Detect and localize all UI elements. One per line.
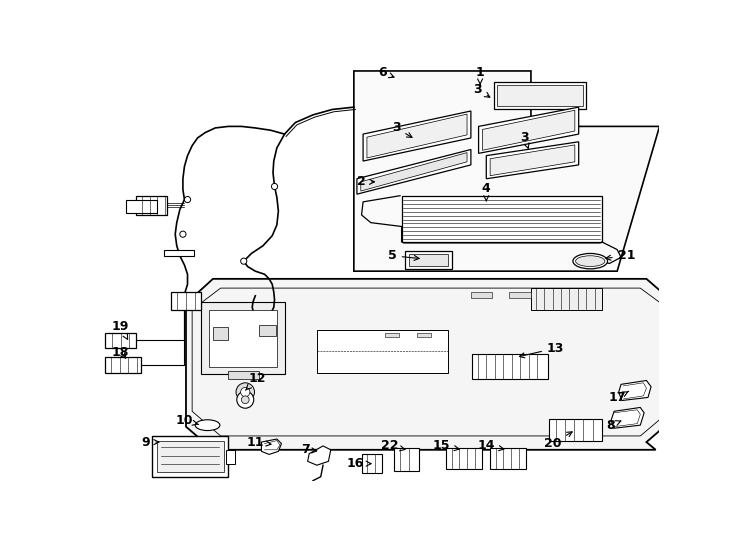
Polygon shape [317, 330, 448, 373]
Polygon shape [357, 150, 471, 194]
Ellipse shape [575, 256, 605, 267]
Polygon shape [494, 82, 586, 110]
Text: 3: 3 [392, 122, 412, 137]
Text: 4: 4 [482, 181, 490, 201]
Text: 3: 3 [473, 83, 490, 97]
Polygon shape [367, 114, 467, 158]
Text: 6: 6 [378, 66, 394, 79]
Ellipse shape [573, 253, 608, 269]
Polygon shape [446, 448, 482, 469]
Polygon shape [228, 372, 259, 379]
Polygon shape [209, 309, 277, 367]
Polygon shape [479, 107, 578, 153]
Circle shape [236, 383, 255, 401]
Text: 11: 11 [247, 436, 271, 449]
Polygon shape [164, 249, 194, 256]
Text: 12: 12 [246, 373, 266, 390]
Polygon shape [394, 448, 418, 471]
Polygon shape [354, 71, 660, 271]
Ellipse shape [195, 420, 220, 430]
Polygon shape [509, 292, 531, 298]
Polygon shape [152, 436, 228, 477]
Text: 18: 18 [112, 346, 129, 359]
Text: 15: 15 [433, 440, 459, 453]
Polygon shape [490, 145, 575, 176]
Text: 5: 5 [388, 249, 419, 262]
Polygon shape [490, 448, 526, 469]
Text: 17: 17 [608, 391, 629, 404]
Polygon shape [405, 251, 451, 269]
Text: 21: 21 [606, 249, 635, 262]
Text: 8: 8 [607, 418, 621, 431]
Polygon shape [170, 292, 201, 309]
Polygon shape [410, 254, 448, 266]
Polygon shape [226, 450, 236, 464]
Text: 3: 3 [520, 131, 529, 148]
Polygon shape [259, 325, 276, 336]
Polygon shape [473, 354, 548, 379]
Text: 19: 19 [112, 320, 129, 339]
Polygon shape [157, 441, 224, 472]
Polygon shape [308, 446, 331, 465]
Polygon shape [136, 195, 167, 215]
Polygon shape [126, 200, 157, 213]
Polygon shape [261, 439, 281, 455]
Polygon shape [213, 327, 228, 340]
Text: 16: 16 [346, 457, 371, 470]
Polygon shape [531, 288, 602, 309]
Polygon shape [362, 454, 382, 473]
Polygon shape [417, 333, 431, 338]
Polygon shape [363, 111, 471, 161]
Text: 20: 20 [544, 432, 573, 450]
Polygon shape [550, 419, 602, 441]
Circle shape [241, 396, 249, 403]
Text: 7: 7 [301, 443, 317, 456]
Circle shape [241, 258, 247, 264]
Text: 13: 13 [520, 342, 564, 358]
Polygon shape [401, 195, 602, 242]
Polygon shape [471, 292, 493, 298]
Text: 1: 1 [476, 66, 484, 85]
Circle shape [241, 387, 250, 397]
Text: 9: 9 [142, 436, 159, 449]
Circle shape [184, 197, 191, 202]
Polygon shape [487, 142, 578, 179]
Polygon shape [186, 279, 675, 450]
Circle shape [237, 392, 254, 408]
Polygon shape [619, 381, 651, 401]
Polygon shape [201, 302, 285, 374]
Polygon shape [105, 357, 142, 373]
Polygon shape [385, 333, 399, 338]
Text: 10: 10 [175, 414, 199, 427]
Polygon shape [105, 333, 136, 348]
Polygon shape [361, 153, 467, 191]
Circle shape [180, 231, 186, 237]
Circle shape [272, 184, 277, 190]
Text: 14: 14 [478, 440, 504, 453]
Polygon shape [497, 85, 584, 106]
Polygon shape [611, 408, 644, 428]
Text: 2: 2 [357, 176, 374, 188]
Polygon shape [482, 110, 575, 150]
Text: 22: 22 [381, 440, 405, 453]
